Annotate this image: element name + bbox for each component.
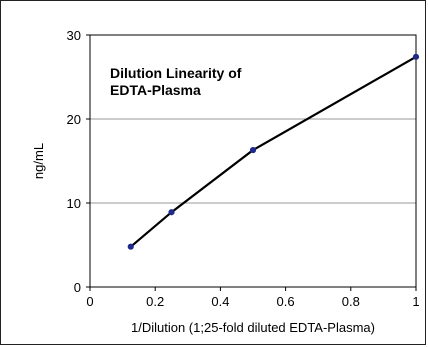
data-point (127, 243, 134, 250)
x-axis-ticks: 0 0.2 0.4 0.6 0.8 1 (86, 287, 420, 309)
x-axis-label: 1/Dilution (1;25-fold diluted EDTA-Plasm… (131, 320, 375, 335)
x-tick-label: 1 (412, 294, 419, 309)
x-tick-label: 0.2 (146, 294, 164, 309)
data-point (249, 146, 257, 154)
x-tick-label: 0.8 (342, 294, 360, 309)
data-points (127, 53, 420, 250)
y-tick-label: 0 (74, 280, 81, 295)
data-point (412, 53, 420, 60)
series-line (130, 55, 417, 248)
chart-title-line-2: EDTA-Plasma (110, 82, 201, 98)
x-tick-label: 0 (86, 294, 93, 309)
x-tick-label: 0.4 (211, 294, 229, 309)
gridlines (90, 118, 416, 204)
x-tick-label: 0.6 (277, 294, 295, 309)
y-axis-label: ng/mL (31, 143, 46, 179)
y-axis-ticks: 0 10 20 30 (67, 28, 90, 295)
data-point (168, 209, 175, 216)
chart-title-line-1: Dilution Linearity of (110, 65, 242, 81)
y-tick-label: 10 (67, 196, 81, 211)
plot-area (89, 34, 417, 288)
y-tick-label: 20 (67, 112, 81, 127)
y-tick-label: 30 (67, 28, 81, 43)
